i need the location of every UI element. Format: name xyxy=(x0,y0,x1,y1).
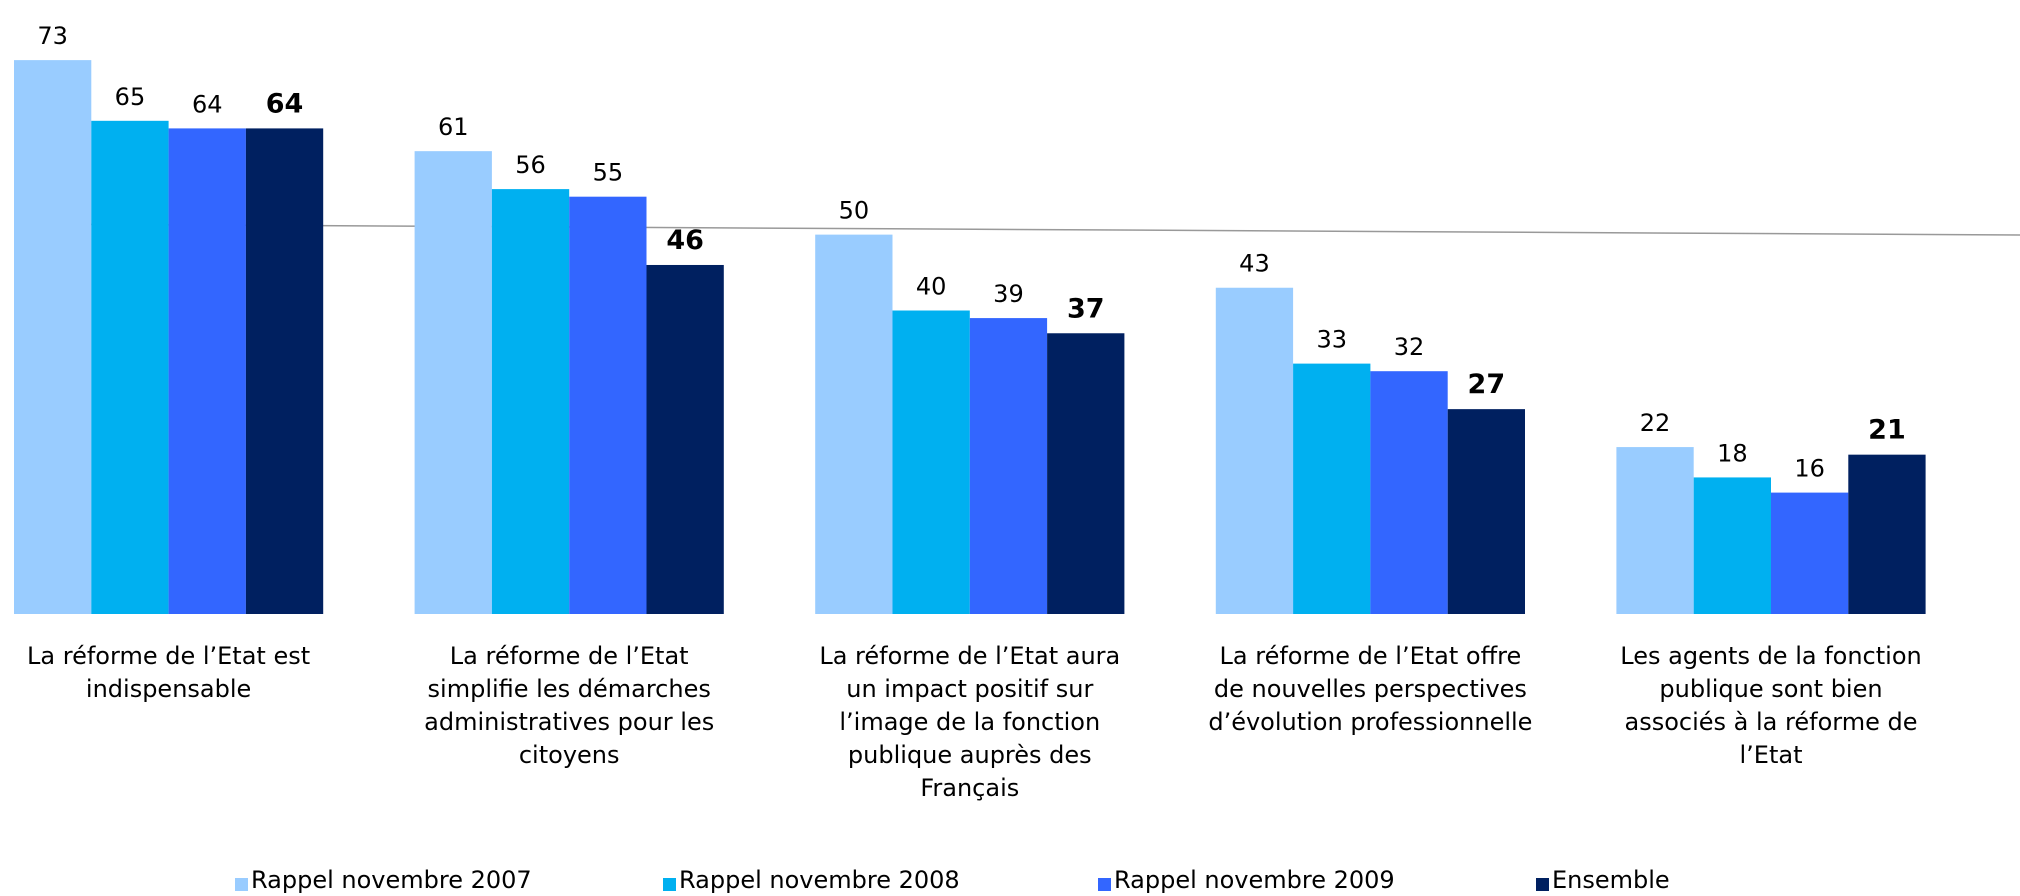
legend-swatch xyxy=(663,878,676,891)
x-tick-label: La réforme de l’Etat est indispensable xyxy=(27,642,311,703)
value-label: 33 xyxy=(1316,326,1347,354)
reference-line xyxy=(22,223,2020,236)
x-tick-label: La réforme de l’Etat offre de nouvelles … xyxy=(1208,642,1533,736)
legend-label: Rappel novembre 2008 xyxy=(679,866,960,894)
bar xyxy=(168,128,246,614)
value-label: 55 xyxy=(593,159,624,187)
value-label: 39 xyxy=(993,280,1024,308)
bar xyxy=(1616,447,1694,614)
x-tick-label: La réforme de l’Etat aura un impact posi… xyxy=(819,642,1121,802)
bar xyxy=(646,264,724,614)
bar xyxy=(569,196,647,614)
bar xyxy=(1215,287,1294,614)
x-tick-label: Les agents de la fonction publique sont … xyxy=(1620,642,1922,769)
bar xyxy=(91,120,169,614)
value-label: 37 xyxy=(1067,293,1105,324)
value-label: 50 xyxy=(839,197,870,225)
bar xyxy=(1447,409,1525,614)
value-label: 65 xyxy=(115,83,146,111)
value-label: 43 xyxy=(1239,250,1270,278)
value-label: 64 xyxy=(266,88,304,119)
bar xyxy=(1848,454,1926,614)
legend-swatch xyxy=(1536,878,1549,891)
value-label: 18 xyxy=(1717,439,1748,467)
value-label: 64 xyxy=(192,90,223,118)
bar xyxy=(245,128,324,614)
bar xyxy=(1693,477,1771,614)
legend-label: Rappel novembre 2009 xyxy=(1114,866,1395,894)
legend-label: Ensemble xyxy=(1552,866,1670,894)
x-tick-label: La réforme de l’Etat simplifie les démar… xyxy=(424,642,715,769)
bar xyxy=(1047,333,1125,614)
legend-label: Rappel novembre 2007 xyxy=(251,866,532,894)
value-label: 16 xyxy=(1794,455,1825,483)
legend-swatch xyxy=(1098,878,1111,891)
bar xyxy=(892,310,970,614)
value-label: 56 xyxy=(515,151,546,179)
bar xyxy=(815,234,893,614)
bar xyxy=(414,151,492,614)
value-label: 61 xyxy=(438,113,469,141)
value-label: 46 xyxy=(666,225,704,256)
value-label: 21 xyxy=(1868,415,1906,446)
value-label: 22 xyxy=(1640,409,1671,437)
value-label: 32 xyxy=(1394,333,1425,361)
bar xyxy=(1771,492,1849,614)
bar xyxy=(1370,371,1448,614)
bar xyxy=(491,189,570,614)
value-label: 27 xyxy=(1468,369,1506,400)
value-label: 73 xyxy=(37,22,68,50)
legend-swatch xyxy=(235,878,248,891)
bar xyxy=(1293,363,1371,614)
bar xyxy=(14,60,92,615)
bar xyxy=(969,318,1048,614)
value-label: 40 xyxy=(916,273,947,301)
